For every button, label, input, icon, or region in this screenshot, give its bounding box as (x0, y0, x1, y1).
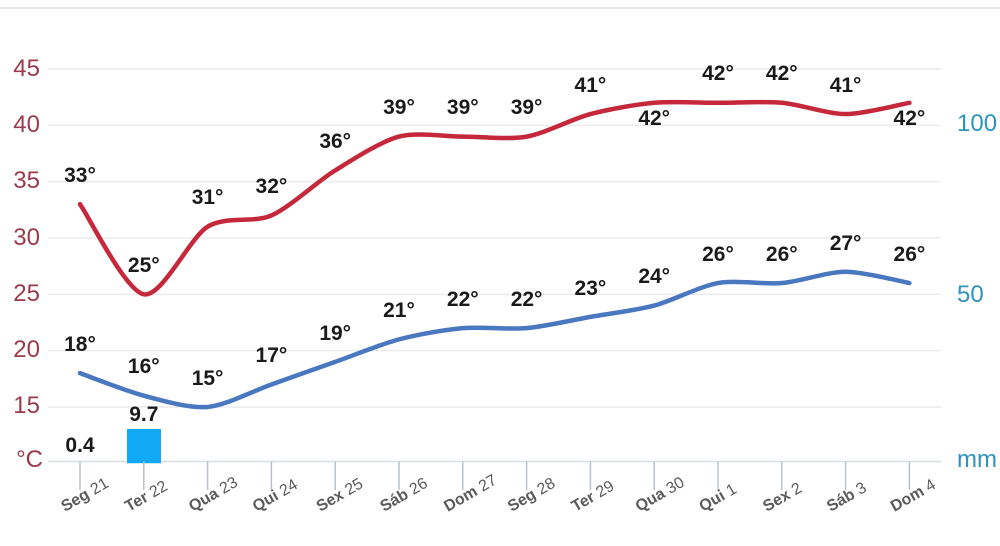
svg-text:50: 50 (957, 281, 984, 308)
svg-text:26°: 26° (894, 243, 926, 266)
svg-text:17°: 17° (256, 344, 288, 367)
svg-text:33°: 33° (64, 164, 96, 187)
svg-text:15°: 15° (192, 367, 224, 390)
svg-text:23°: 23° (575, 277, 607, 300)
svg-text:42°: 42° (702, 62, 734, 85)
svg-text:22°: 22° (447, 288, 479, 311)
svg-text:Sáb 26: Sáb 26 (378, 475, 431, 516)
svg-text:21°: 21° (383, 299, 415, 322)
svg-text:Qui 24: Qui 24 (250, 476, 301, 515)
svg-text:Ter 22: Ter 22 (122, 478, 170, 516)
svg-text:26°: 26° (702, 243, 734, 266)
svg-text:15: 15 (13, 392, 40, 419)
svg-text:9.7: 9.7 (129, 403, 158, 426)
svg-text:Seg 21: Seg 21 (59, 475, 112, 516)
svg-text:°C: °C (16, 446, 43, 473)
svg-text:42°: 42° (894, 107, 926, 130)
svg-text:45: 45 (13, 55, 40, 82)
svg-text:18°: 18° (64, 333, 96, 356)
svg-text:31°: 31° (192, 186, 224, 209)
svg-text:24°: 24° (638, 265, 670, 288)
svg-text:26°: 26° (766, 243, 798, 266)
svg-text:mm: mm (957, 446, 997, 473)
svg-text:20: 20 (13, 336, 40, 363)
svg-text:42°: 42° (766, 62, 798, 85)
svg-text:30: 30 (13, 224, 40, 251)
svg-text:27°: 27° (830, 232, 862, 255)
svg-text:16°: 16° (128, 355, 160, 378)
svg-text:39°: 39° (383, 96, 415, 119)
svg-text:25°: 25° (128, 254, 160, 277)
svg-text:40: 40 (13, 111, 40, 138)
svg-text:35: 35 (13, 167, 40, 194)
svg-text:Dom 27: Dom 27 (441, 472, 500, 516)
svg-text:41°: 41° (575, 74, 607, 97)
svg-text:32°: 32° (256, 175, 288, 198)
svg-text:42°: 42° (638, 107, 670, 130)
svg-text:41°: 41° (830, 74, 862, 97)
svg-text:39°: 39° (447, 96, 479, 119)
svg-text:Ter 29: Ter 29 (569, 478, 617, 516)
svg-text:19°: 19° (319, 322, 351, 345)
svg-text:100: 100 (957, 110, 997, 137)
svg-text:36°: 36° (319, 130, 351, 153)
svg-text:Sáb 3: Sáb 3 (824, 479, 870, 515)
svg-text:Qua 23: Qua 23 (186, 474, 241, 515)
svg-text:Qua 30: Qua 30 (633, 474, 688, 515)
svg-text:22°: 22° (511, 288, 543, 311)
svg-text:Sex 25: Sex 25 (314, 475, 367, 515)
svg-text:39°: 39° (511, 96, 543, 119)
svg-text:25: 25 (13, 280, 40, 307)
svg-text:Sex 2: Sex 2 (760, 480, 805, 516)
svg-text:Seg 28: Seg 28 (505, 475, 558, 516)
svg-text:Dom 4: Dom 4 (888, 476, 939, 515)
svg-text:0.4: 0.4 (65, 434, 95, 457)
